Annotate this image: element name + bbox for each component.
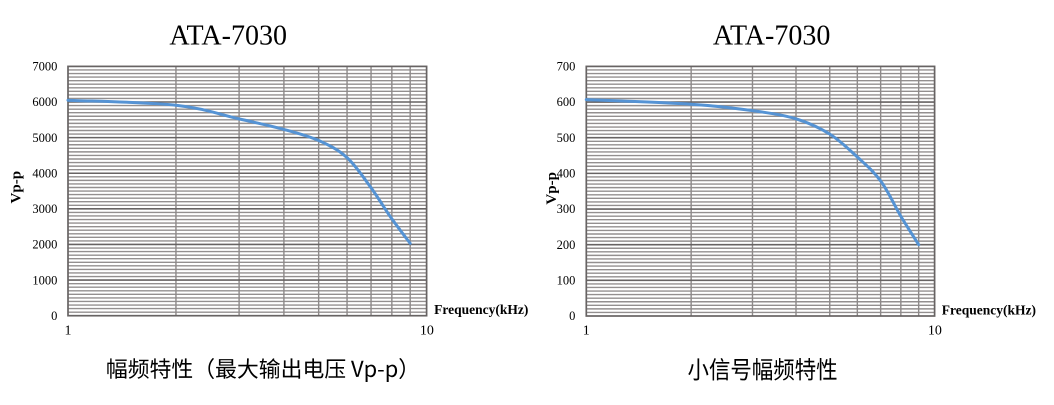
svg-text:1: 1 [583, 324, 590, 339]
svg-text:ATA-7030: ATA-7030 [169, 21, 287, 52]
svg-text:300: 300 [557, 202, 576, 216]
svg-text:2000: 2000 [32, 238, 57, 252]
svg-text:6000: 6000 [32, 95, 57, 109]
svg-text:1: 1 [65, 324, 72, 339]
svg-text:Vp-p: Vp-p [544, 172, 560, 205]
svg-text:7000: 7000 [32, 60, 57, 74]
svg-text:10: 10 [928, 324, 942, 339]
svg-text:Vp-p: Vp-p [9, 171, 25, 204]
svg-text:ATA-7030: ATA-7030 [713, 21, 831, 52]
svg-text:4000: 4000 [32, 166, 57, 180]
svg-text:0: 0 [51, 309, 57, 323]
svg-text:200: 200 [557, 238, 576, 252]
svg-text:100: 100 [557, 274, 576, 288]
svg-text:500: 500 [557, 131, 576, 145]
svg-text:Frequency(kHz): Frequency(kHz) [942, 302, 1036, 317]
svg-text:Frequency(kHz): Frequency(kHz) [434, 302, 528, 317]
svg-text:1000: 1000 [32, 273, 57, 287]
svg-text:600: 600 [557, 95, 576, 109]
svg-text:0: 0 [569, 309, 575, 323]
svg-text:10: 10 [420, 324, 434, 339]
svg-text:400: 400 [557, 167, 576, 181]
svg-text:700: 700 [557, 60, 576, 74]
svg-text:5000: 5000 [32, 131, 57, 145]
svg-text:3000: 3000 [32, 202, 57, 216]
